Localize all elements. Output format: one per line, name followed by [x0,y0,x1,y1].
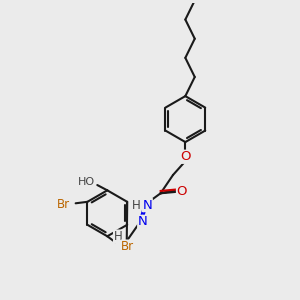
Text: O: O [180,150,190,163]
Text: N: N [142,199,152,212]
Text: Br: Br [122,240,134,253]
Text: H: H [113,230,122,243]
Text: O: O [176,185,187,198]
Text: Br: Br [57,198,70,211]
Text: N: N [138,215,148,228]
Text: H: H [132,199,140,212]
Text: HO: HO [78,176,95,187]
